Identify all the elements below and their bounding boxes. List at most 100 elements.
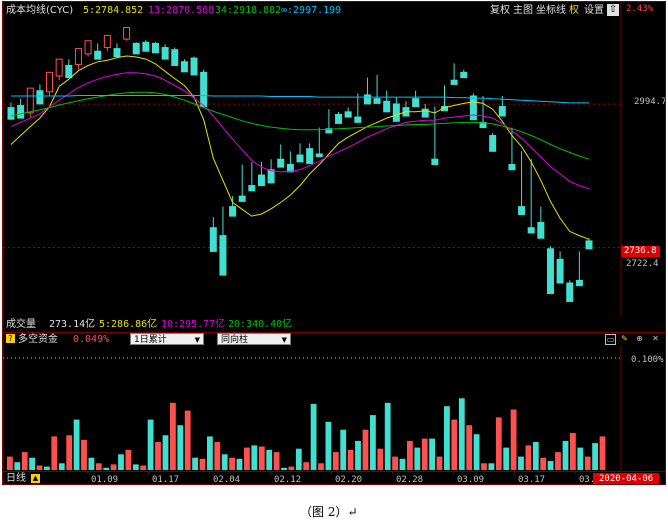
candle	[161, 44, 169, 60]
indicator-name[interactable]: 成本均线(CYC)	[6, 5, 74, 16]
fund-bar	[44, 466, 50, 470]
fund-bar	[221, 454, 228, 470]
chevron-down-icon: ▼	[194, 336, 200, 344]
volume-label: 成交量	[6, 319, 36, 330]
x-axis-tick	[148, 471, 149, 474]
candle	[383, 90, 391, 113]
candle	[373, 74, 381, 104]
up-arrow-icon[interactable]: ⇧	[607, 4, 619, 16]
candle-body	[460, 71, 468, 79]
candle-body	[84, 40, 92, 55]
candle	[84, 40, 92, 57]
candle-body	[556, 258, 564, 284]
candle-body	[7, 107, 15, 120]
panel-title: 多空资金	[18, 334, 58, 345]
help-icon[interactable]: ?	[6, 334, 15, 343]
candle	[537, 206, 545, 239]
candle-body	[489, 135, 497, 152]
fund-bar	[444, 406, 450, 470]
candle-body	[267, 169, 275, 184]
fund-bar	[281, 467, 287, 470]
zoom-icon[interactable]: ⊕	[636, 334, 643, 343]
fund-bar	[132, 464, 139, 470]
fund-bar	[14, 462, 21, 470]
candle	[94, 43, 102, 60]
mode-select[interactable]: 同向柱 ▼	[217, 333, 291, 345]
close-icon[interactable]: ✕	[652, 334, 659, 343]
fund-bar	[473, 434, 480, 470]
chevron-down-icon: ▼	[281, 336, 287, 344]
candle	[508, 127, 516, 171]
candle-body	[296, 154, 304, 163]
fund-bar	[177, 425, 184, 470]
candle	[546, 246, 554, 295]
x-axis-tick	[87, 471, 88, 474]
candle-body	[36, 90, 44, 105]
fund-bar	[436, 456, 443, 470]
edit-icon[interactable]: ✎	[621, 334, 628, 343]
price-chart[interactable]	[3, 2, 665, 316]
candle-body	[518, 206, 526, 216]
candle-body	[575, 279, 583, 287]
x-axis-label: 02.28	[396, 475, 424, 485]
fund-bar	[347, 449, 354, 470]
candle	[286, 151, 294, 173]
window-icon[interactable]: ▭	[605, 334, 616, 345]
ma13-value: 13:2870.568	[148, 5, 215, 16]
fund-bar	[562, 440, 569, 470]
x-axis-label: 03.17	[518, 475, 546, 485]
candle-body	[152, 42, 159, 54]
fund-bar	[184, 410, 191, 470]
restore-rights-button[interactable]: 复权	[490, 5, 510, 16]
period-select[interactable]: 1日累计 ▼	[130, 333, 204, 345]
candle-body	[103, 34, 111, 49]
price-level-label: 2994.7	[634, 97, 666, 107]
fund-bar	[258, 446, 265, 470]
settings-button[interactable]: 设置	[584, 5, 604, 16]
rights-button[interactable]: 权	[569, 5, 579, 16]
candle-body	[94, 50, 102, 60]
fund-bar	[503, 447, 510, 470]
candle-body	[219, 235, 227, 276]
fund-bar	[88, 457, 95, 470]
x-axis-label: 01.09	[91, 475, 119, 485]
candle	[412, 90, 420, 108]
mode-select-value: 同向柱	[221, 335, 249, 345]
candle-body	[537, 221, 545, 239]
fund-bar	[147, 419, 154, 470]
x-axis-tick	[331, 471, 332, 474]
main-chart-button[interactable]: 主图	[513, 5, 533, 16]
candle	[335, 111, 343, 124]
candle-body	[238, 195, 246, 202]
candle	[123, 27, 131, 41]
x-axis-label: 01.17	[152, 475, 180, 485]
candle-body	[142, 41, 150, 52]
fund-bar	[21, 452, 28, 470]
candle-body	[161, 47, 169, 60]
candle-body	[229, 206, 237, 217]
candle-body	[335, 113, 343, 124]
candle	[46, 71, 54, 97]
candle-body	[209, 227, 217, 252]
x-axis-label: 03.2	[579, 475, 601, 485]
candle	[209, 217, 217, 252]
fund-bar	[525, 445, 532, 470]
fund-flow-chart[interactable]	[3, 346, 665, 472]
fund-bar	[362, 429, 369, 470]
x-axis-tick	[270, 471, 271, 474]
candle	[267, 159, 275, 184]
candle-body	[546, 248, 554, 295]
fund-bar	[58, 463, 65, 470]
candle-body	[190, 57, 198, 76]
period-label[interactable]: 日线	[6, 473, 26, 484]
candle	[392, 97, 400, 122]
candle-body	[26, 87, 34, 114]
candle	[363, 77, 371, 105]
candle	[460, 69, 468, 79]
candle-body	[469, 95, 477, 121]
candle-body	[46, 71, 54, 93]
axis-line-button[interactable]: 坐标线	[536, 5, 566, 16]
figure-caption: （图 2）↵	[300, 505, 358, 519]
fund-bar	[599, 436, 606, 470]
